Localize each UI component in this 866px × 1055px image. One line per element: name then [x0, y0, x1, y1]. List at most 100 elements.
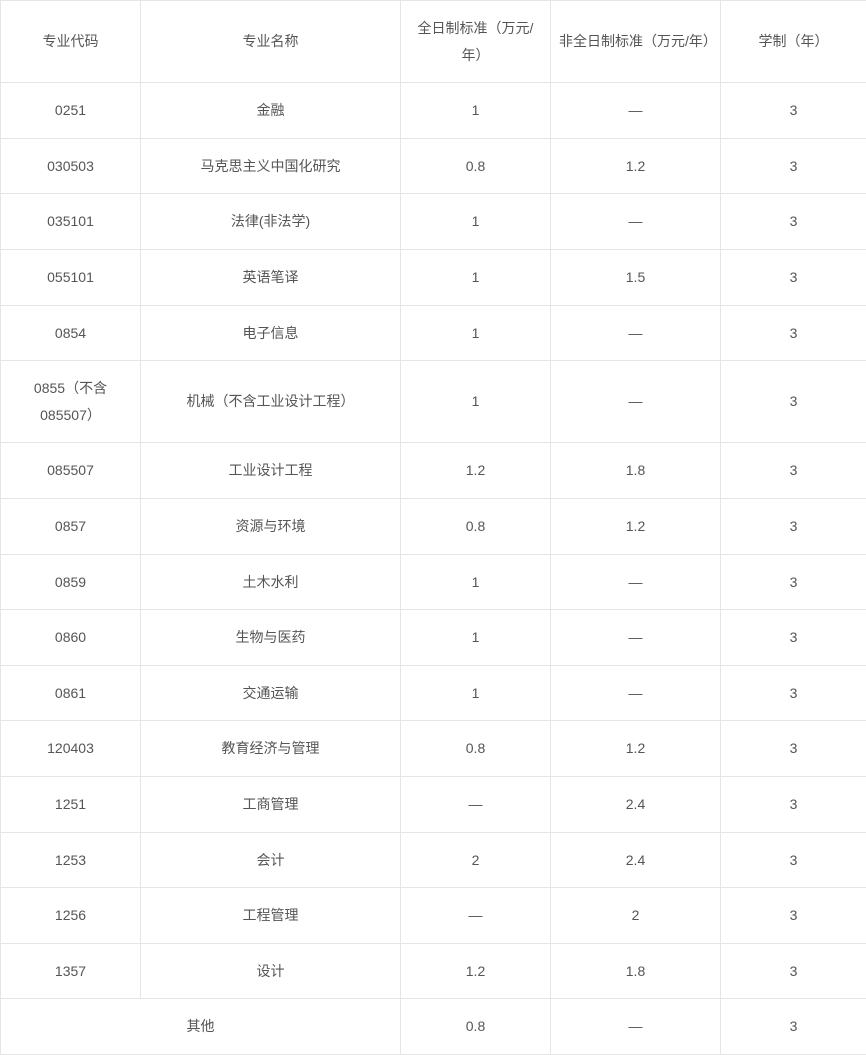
- col-header-fulltime: 全日制标准（万元/年）: [401, 1, 551, 83]
- cell-parttime: 1.8: [551, 443, 721, 499]
- table-row: 1357设计1.21.83: [1, 943, 866, 999]
- cell-parttime: 1.2: [551, 498, 721, 554]
- cell-name: 电子信息: [141, 305, 401, 361]
- table-row: 0859土木水利1—3: [1, 554, 866, 610]
- cell-duration: 3: [721, 498, 866, 554]
- cell-parttime: 2: [551, 888, 721, 944]
- cell-name: 教育经济与管理: [141, 721, 401, 777]
- cell-fulltime: 1: [401, 361, 551, 443]
- table-row: 030503马克思主义中国化研究0.81.23: [1, 138, 866, 194]
- cell-name: 工商管理: [141, 776, 401, 832]
- cell-fulltime: 1: [401, 305, 551, 361]
- table-row: 1251工商管理—2.43: [1, 776, 866, 832]
- cell-code: 0859: [1, 554, 141, 610]
- cell-name: 机械（不含工业设计工程）: [141, 361, 401, 443]
- cell-name: 法律(非法学): [141, 194, 401, 250]
- cell-code: 085507: [1, 443, 141, 499]
- cell-name: 生物与医药: [141, 610, 401, 666]
- footer-fulltime: 0.8: [401, 999, 551, 1055]
- cell-name: 交通运输: [141, 665, 401, 721]
- cell-duration: 3: [721, 888, 866, 944]
- cell-name: 会计: [141, 832, 401, 888]
- cell-code: 035101: [1, 194, 141, 250]
- cell-duration: 3: [721, 138, 866, 194]
- cell-code: 1256: [1, 888, 141, 944]
- cell-fulltime: 0.8: [401, 138, 551, 194]
- cell-name: 工程管理: [141, 888, 401, 944]
- cell-fulltime: 1: [401, 610, 551, 666]
- cell-parttime: 1.2: [551, 721, 721, 777]
- cell-name: 工业设计工程: [141, 443, 401, 499]
- cell-name: 马克思主义中国化研究: [141, 138, 401, 194]
- header-row: 专业代码 专业名称 全日制标准（万元/年） 非全日制标准（万元/年） 学制（年）: [1, 1, 866, 83]
- cell-code: 055101: [1, 249, 141, 305]
- cell-code: 0854: [1, 305, 141, 361]
- cell-duration: 3: [721, 665, 866, 721]
- table-row: 035101法律(非法学)1—3: [1, 194, 866, 250]
- cell-fulltime: 1.2: [401, 943, 551, 999]
- cell-duration: 3: [721, 721, 866, 777]
- cell-fulltime: 1: [401, 554, 551, 610]
- table-row: 0861交通运输1—3: [1, 665, 866, 721]
- table-row: 1253会计22.43: [1, 832, 866, 888]
- table-row: 055101英语笔译11.53: [1, 249, 866, 305]
- table-row: 0857资源与环境0.81.23: [1, 498, 866, 554]
- cell-parttime: —: [551, 554, 721, 610]
- cell-code: 1251: [1, 776, 141, 832]
- cell-code: 0251: [1, 83, 141, 139]
- cell-duration: 3: [721, 361, 866, 443]
- table-body: 0251金融1—3030503马克思主义中国化研究0.81.23035101法律…: [1, 83, 866, 999]
- footer-label: 其他: [1, 999, 401, 1055]
- cell-fulltime: 1: [401, 665, 551, 721]
- col-header-name: 专业名称: [141, 1, 401, 83]
- cell-fulltime: —: [401, 888, 551, 944]
- cell-fulltime: —: [401, 776, 551, 832]
- cell-name: 资源与环境: [141, 498, 401, 554]
- cell-code: 120403: [1, 721, 141, 777]
- cell-duration: 3: [721, 554, 866, 610]
- cell-parttime: 2.4: [551, 776, 721, 832]
- cell-code: 0857: [1, 498, 141, 554]
- cell-code: 030503: [1, 138, 141, 194]
- cell-parttime: —: [551, 83, 721, 139]
- tuition-table: 专业代码 专业名称 全日制标准（万元/年） 非全日制标准（万元/年） 学制（年）…: [0, 0, 866, 1055]
- cell-parttime: 1.8: [551, 943, 721, 999]
- cell-duration: 3: [721, 305, 866, 361]
- cell-name: 金融: [141, 83, 401, 139]
- cell-fulltime: 0.8: [401, 721, 551, 777]
- cell-parttime: 2.4: [551, 832, 721, 888]
- cell-parttime: 1.5: [551, 249, 721, 305]
- cell-name: 土木水利: [141, 554, 401, 610]
- cell-duration: 3: [721, 832, 866, 888]
- cell-duration: 3: [721, 610, 866, 666]
- col-header-duration: 学制（年）: [721, 1, 866, 83]
- cell-fulltime: 1: [401, 83, 551, 139]
- cell-code: 0860: [1, 610, 141, 666]
- table-row: 0855（不含085507）机械（不含工业设计工程）1—3: [1, 361, 866, 443]
- cell-parttime: —: [551, 305, 721, 361]
- cell-duration: 3: [721, 776, 866, 832]
- cell-duration: 3: [721, 443, 866, 499]
- footer-duration: 3: [721, 999, 866, 1055]
- cell-fulltime: 1: [401, 249, 551, 305]
- cell-name: 英语笔译: [141, 249, 401, 305]
- cell-fulltime: 2: [401, 832, 551, 888]
- cell-code: 1253: [1, 832, 141, 888]
- col-header-code: 专业代码: [1, 1, 141, 83]
- cell-duration: 3: [721, 83, 866, 139]
- table-row: 0854电子信息1—3: [1, 305, 866, 361]
- cell-duration: 3: [721, 943, 866, 999]
- cell-code: 1357: [1, 943, 141, 999]
- cell-parttime: —: [551, 610, 721, 666]
- table-row: 120403教育经济与管理0.81.23: [1, 721, 866, 777]
- cell-fulltime: 1.2: [401, 443, 551, 499]
- cell-duration: 3: [721, 249, 866, 305]
- cell-parttime: —: [551, 194, 721, 250]
- table-row: 1256工程管理—23: [1, 888, 866, 944]
- cell-fulltime: 0.8: [401, 498, 551, 554]
- table-header: 专业代码 专业名称 全日制标准（万元/年） 非全日制标准（万元/年） 学制（年）: [1, 1, 866, 83]
- table-footer: 其他 0.8 — 3: [1, 999, 866, 1055]
- footer-row: 其他 0.8 — 3: [1, 999, 866, 1055]
- table-row: 0251金融1—3: [1, 83, 866, 139]
- footer-parttime: —: [551, 999, 721, 1055]
